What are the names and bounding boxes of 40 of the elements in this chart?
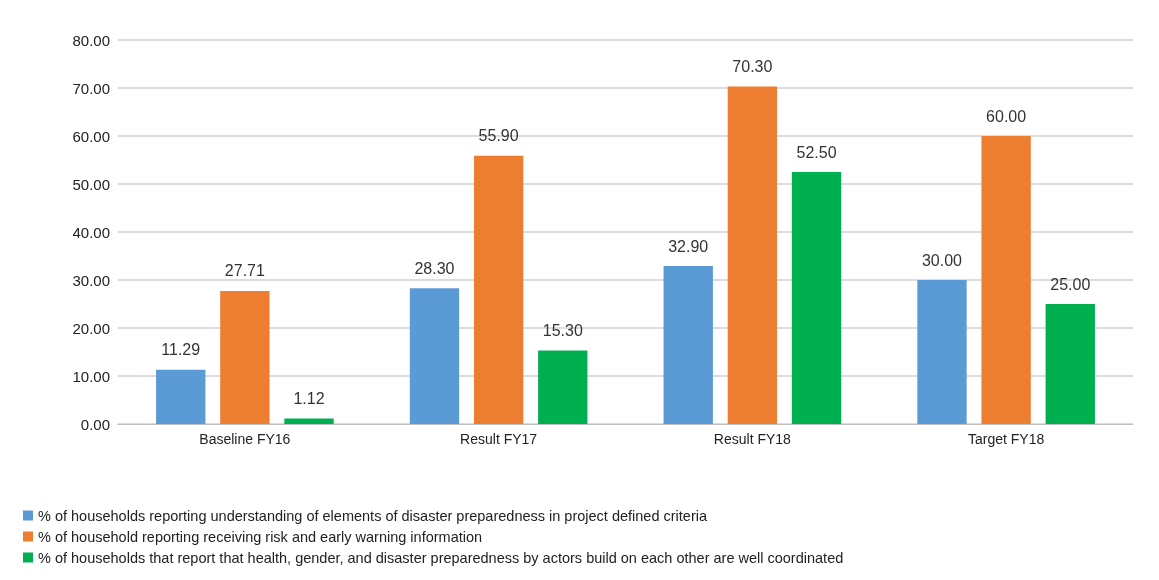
bar bbox=[981, 136, 1031, 424]
y-tick-label: 80.00 bbox=[72, 31, 110, 49]
x-tick-label: Result FY18 bbox=[713, 431, 792, 447]
data-label: 11.29 bbox=[161, 341, 201, 359]
legend-label: % of households that report that health, gender, and disaster preparedness by actors build on each other are well coordinated bbox=[38, 549, 844, 566]
data-label: 52.50 bbox=[796, 143, 837, 161]
bar bbox=[409, 288, 460, 424]
bar bbox=[663, 266, 713, 424]
y-tick-label: 60.00 bbox=[72, 127, 110, 145]
data-label: 55.90 bbox=[478, 127, 519, 145]
data-label: 25.00 bbox=[1050, 275, 1091, 293]
y-tick-label: 20.00 bbox=[72, 319, 110, 337]
bar bbox=[791, 172, 842, 424]
legend-label: % of household reporting receiving risk and early warning information bbox=[38, 528, 483, 545]
bar bbox=[1045, 304, 1095, 424]
x-tick-label: Baseline FY16 bbox=[199, 431, 291, 447]
data-label: 27.71 bbox=[224, 262, 265, 280]
data-label: 60.00 bbox=[986, 107, 1027, 125]
bar bbox=[220, 290, 270, 424]
bar bbox=[156, 369, 206, 424]
data-label: 30.00 bbox=[921, 251, 963, 269]
y-tick-label: 50.00 bbox=[72, 175, 110, 193]
bar bbox=[473, 155, 524, 424]
bar bbox=[727, 86, 778, 424]
data-label: 70.30 bbox=[732, 58, 773, 76]
y-tick-label: 30.00 bbox=[72, 271, 110, 289]
data-label: 28.30 bbox=[414, 259, 455, 277]
bar bbox=[917, 280, 967, 424]
y-tick-label: 70.00 bbox=[72, 79, 110, 97]
legend-label: % of households reporting understanding of elements of disaster preparedness in project defined criteria bbox=[38, 507, 708, 524]
data-label: 15.30 bbox=[542, 322, 583, 340]
x-tick-label: Result FY17 bbox=[460, 431, 538, 447]
y-tick-label: 0.00 bbox=[80, 415, 110, 433]
bar bbox=[284, 418, 334, 424]
data-label: 32.90 bbox=[668, 237, 709, 255]
bar bbox=[538, 350, 588, 424]
y-tick-label: 10.00 bbox=[72, 367, 110, 385]
y-tick-label: 40.00 bbox=[72, 223, 110, 241]
x-tick-label: Target FY18 bbox=[967, 431, 1045, 447]
data-label: 1.12 bbox=[293, 390, 325, 408]
